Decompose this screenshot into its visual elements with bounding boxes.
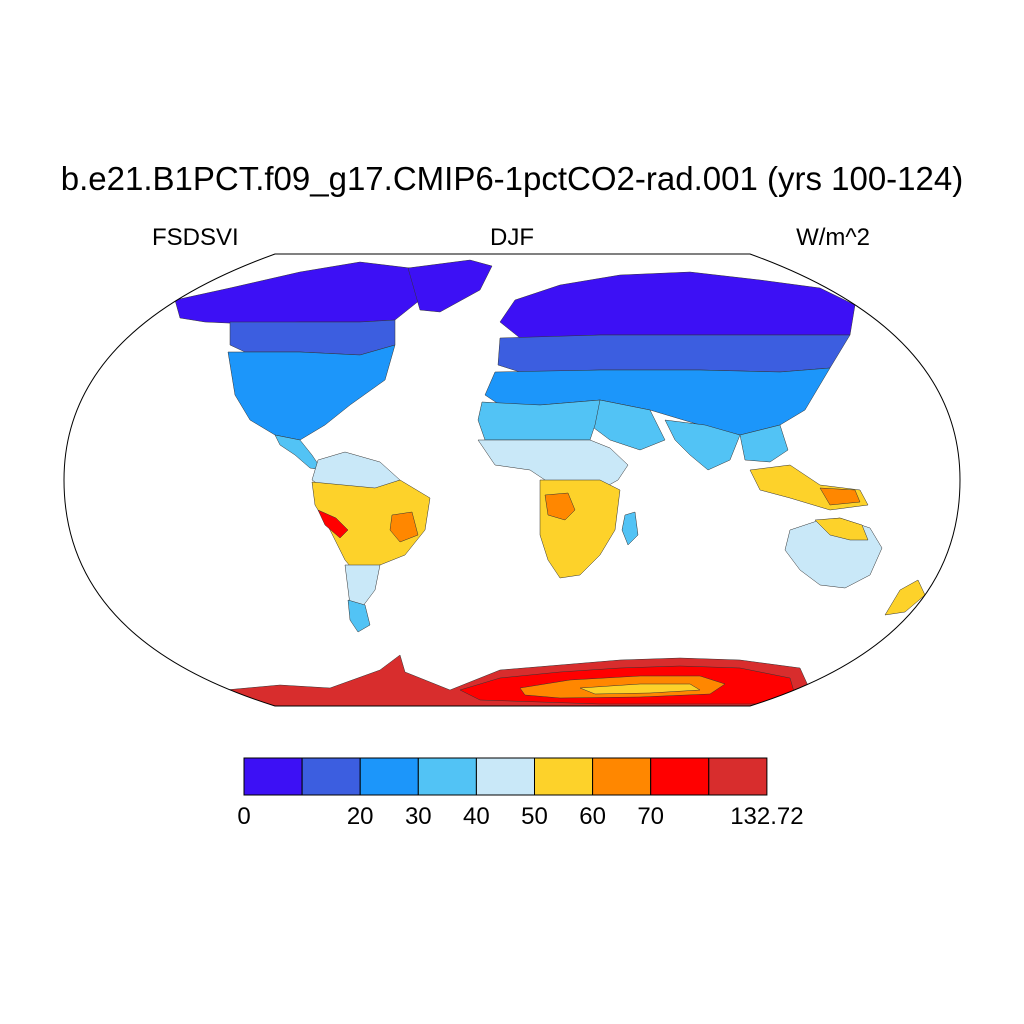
africa-north bbox=[477, 399, 601, 441]
new-zealand bbox=[884, 579, 926, 616]
africa-tropic bbox=[477, 439, 629, 491]
colorbar-label: 40 bbox=[463, 803, 490, 830]
india-tropic bbox=[664, 419, 741, 471]
colorbar-label: 60 bbox=[579, 803, 606, 830]
africa-hot bbox=[544, 492, 576, 521]
indonesia-hot bbox=[819, 487, 861, 506]
eurasia-polar bbox=[499, 271, 856, 339]
antarctica-core bbox=[579, 683, 701, 695]
eurasia-subarctic bbox=[497, 334, 851, 373]
indonesia bbox=[749, 464, 869, 511]
colorbar-label: 30 bbox=[404, 803, 432, 830]
variable-label: FSDSVI bbox=[152, 224, 239, 251]
australia-north bbox=[814, 517, 869, 541]
globe-outline bbox=[63, 253, 961, 707]
south-america-hot bbox=[389, 511, 419, 543]
north-america-subarctic bbox=[229, 319, 396, 356]
central-america bbox=[274, 434, 323, 471]
colorbar-label: 50 bbox=[521, 803, 548, 830]
north-america-polar bbox=[174, 261, 421, 325]
colorbar-label: 20 bbox=[346, 803, 374, 830]
north-america-midlat bbox=[227, 344, 396, 441]
south-america-south bbox=[344, 564, 381, 611]
colorbar-label: 70 bbox=[637, 803, 665, 830]
patagonia bbox=[347, 599, 371, 633]
madagascar bbox=[621, 511, 639, 546]
units-label: W/m^2 bbox=[796, 224, 870, 251]
map-title: b.e21.B1PCT.f09_g17.CMIP6-1pctCO2-rad.00… bbox=[60, 160, 964, 197]
season-label: DJF bbox=[490, 224, 534, 251]
colorbar-label: 132.72 bbox=[730, 803, 804, 830]
se-asia bbox=[739, 424, 789, 463]
colorbar-label: 0 bbox=[237, 803, 251, 830]
greenland bbox=[407, 259, 493, 313]
andes-hot bbox=[317, 509, 349, 539]
